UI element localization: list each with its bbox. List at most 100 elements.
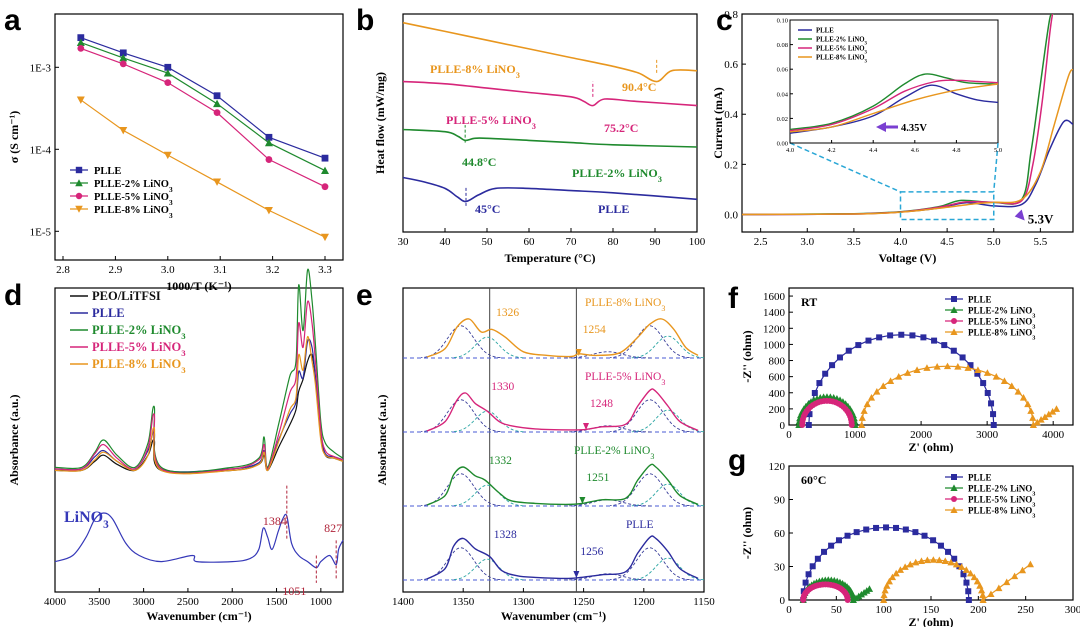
legend-label: PLLE-8% LiNO3 [968,506,1035,520]
data-point [814,555,821,562]
x-tick-label: 3.1 [213,264,227,276]
y-axis-label: σ (S cm⁻¹) [7,111,21,163]
x-tick-label: 2000 [910,429,933,441]
x-tick-label: 1200 [633,596,656,608]
data-point [1011,572,1019,580]
data-point [909,332,916,339]
inset-y-tick-label: 0.04 [777,91,789,98]
inset-legend-label: PLLE-5% LiNO3 [816,46,868,56]
panel-label: e [356,279,373,312]
data-point [879,382,887,389]
data-point [1045,410,1053,418]
data-point [1014,387,1022,395]
data-point [855,342,862,349]
data-point [935,556,943,564]
data-point [265,133,273,141]
condition-label: RT [801,295,817,309]
data-point [967,362,974,369]
x-axis-label: Wavenumber (cm⁻¹) [501,609,606,623]
y-tick-label: 1000 [763,339,786,351]
data-point [962,566,970,573]
panel-label: g [728,444,746,477]
x-tick-label: 0 [786,429,792,441]
x-tick-label: 3.3 [318,264,332,276]
data-point [119,60,127,68]
data-point [950,347,957,354]
x-tick-label: 3000 [133,596,156,608]
data-point [119,53,128,62]
fit-component [610,547,690,581]
data-point [829,362,836,369]
series-label: PLLE-8% LiNO3 [430,62,520,80]
x-tick-label: 50 [831,604,843,616]
y-tick-label: 800 [769,356,786,368]
data-point [931,337,938,344]
series-line [54,335,344,475]
data-point [1049,407,1057,415]
panel-label: f [728,282,739,315]
series-line [742,68,1073,216]
data-point [945,548,952,555]
x-tick-label: 1000 [310,596,333,608]
x-tick-label: 3.2 [266,264,280,276]
data-point [937,542,944,549]
data-point [76,96,85,104]
legend-marker [75,205,83,213]
peak-label: 1254 [583,324,606,336]
fit-component [631,335,705,359]
series-line [861,365,1057,427]
legend-label: PEO/LiTFSI [92,289,161,303]
fit-component [631,557,705,581]
data-point [213,178,222,186]
data-point [867,394,876,401]
data-point [1019,394,1028,401]
data-point [917,557,926,564]
data-point [163,69,172,77]
zoom-connector [992,142,999,192]
x-tick-label: 30 [398,236,410,248]
data-point [978,586,986,594]
x-tick-label: 1400 [392,596,415,608]
plot-frame [54,287,344,593]
data-point [865,337,872,344]
data-point [1041,413,1049,420]
inset-series-line [789,73,999,131]
data-point [883,582,891,589]
lino3-label: LiNO3 [64,509,109,531]
data-point [883,524,890,531]
data-point [264,138,273,147]
legend-marker [950,328,958,335]
fit-component [610,399,690,433]
legend-label: PLLE-5% LiNO3 [92,340,186,358]
x-tick-label: 0 [786,604,792,616]
data-point [960,571,967,578]
y-axis-label: Current (mA) [711,87,725,158]
peak-label: 1328 [494,529,517,541]
data-point [1027,407,1035,414]
data-point [876,334,883,341]
legend-label: PLLE-5% LiNO3 [968,495,1035,509]
data-point [880,596,888,603]
series-label: PLLE [598,202,629,216]
series-line [426,463,699,506]
data-point [1052,405,1061,412]
data-point [863,526,870,533]
data-point [880,591,888,599]
inset-y-tick-label: 0.00 [777,141,788,148]
data-point [321,233,329,242]
data-point [836,354,843,361]
data-point [853,529,860,536]
data-point [321,154,329,162]
data-point [821,548,828,555]
y-tick-label: 120 [769,461,786,473]
series-line [426,318,699,358]
inset-x-tick-label: 4.4 [869,147,878,154]
x-tick-label: 3000 [976,429,999,441]
x-tick-label: 2.9 [109,264,123,276]
data-point [802,579,809,586]
data-point [848,422,855,428]
data-point [1029,421,1037,428]
legend-marker [75,192,83,200]
data-point [941,557,949,564]
